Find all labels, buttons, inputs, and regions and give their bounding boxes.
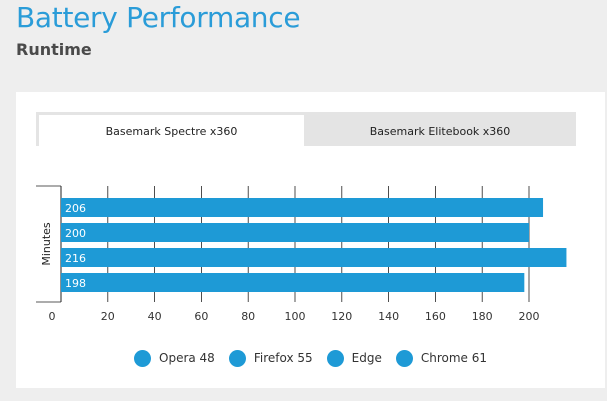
x-tick-label: 40 (148, 310, 162, 323)
tab-bar: Basemark Spectre x360 Basemark Elitebook… (36, 112, 576, 149)
legend-item-chrome[interactable]: Chrome 61 (395, 349, 487, 367)
x-tick-label: 180 (472, 310, 493, 323)
bar-firefox-55 (61, 223, 529, 242)
x-tick-label: 60 (194, 310, 208, 323)
tab-spectre-x360[interactable]: Basemark Spectre x360 (39, 115, 304, 149)
x-tick-label: 140 (378, 310, 399, 323)
bar-data-label: 198 (65, 277, 86, 290)
bar-data-label: 200 (65, 227, 86, 240)
legend: Opera 48 Firefox 55 Edge Chrome 61 (16, 348, 605, 368)
legend-label: Edge (351, 351, 382, 365)
x-tick-label: 120 (331, 310, 352, 323)
bar-opera-48 (61, 198, 544, 217)
y-axis-label: Minutes (40, 222, 53, 266)
x-tick-label: 100 (285, 310, 306, 323)
legend-dot-icon (134, 349, 151, 367)
chart-card: Basemark Spectre x360 Basemark Elitebook… (16, 92, 605, 388)
legend-item-edge[interactable]: Edge (326, 349, 382, 367)
x-tick-label: 80 (241, 310, 255, 323)
page-subtitle: Runtime (16, 40, 92, 59)
legend-label: Chrome 61 (420, 351, 487, 365)
legend-dot-icon (326, 349, 344, 367)
bar-edge (61, 248, 567, 267)
x-tick-label: 200 (519, 310, 540, 323)
tab-elitebook-x360[interactable]: Basemark Elitebook x360 (369, 125, 511, 138)
legend-item-opera[interactable]: Opera 48 (134, 349, 215, 367)
legend-item-firefox[interactable]: Firefox 55 (228, 349, 313, 367)
x-tick-label: 160 (425, 310, 446, 323)
page-title: Battery Performance (16, 1, 301, 34)
legend-dot-icon (395, 349, 413, 367)
legend-label: Firefox 55 (253, 351, 313, 365)
x-tick-label: 20 (101, 310, 115, 323)
x-tick-label: 0 (49, 310, 56, 323)
legend-dot-icon (228, 349, 246, 367)
bar-chart: 0 20 40 60 80 100 120 140 160 180 200 Minutes 206 200… (36, 185, 567, 323)
bar-data-label: 206 (65, 202, 86, 215)
bar-chrome-61 (61, 273, 525, 292)
bar-data-label: 216 (65, 252, 86, 265)
legend-label: Opera 48 (159, 351, 215, 365)
